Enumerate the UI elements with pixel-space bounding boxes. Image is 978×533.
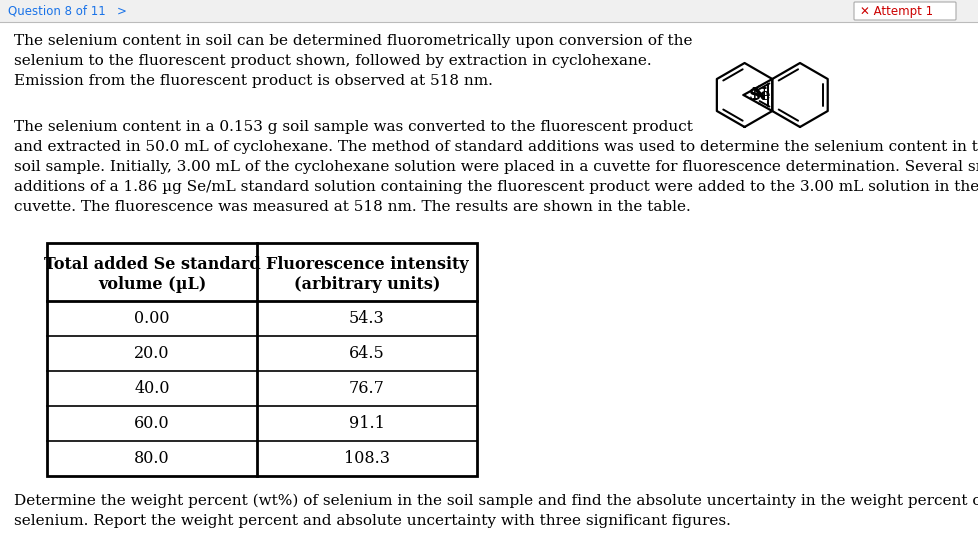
Bar xyxy=(0,0,978,22)
Text: additions of a 1.86 µg Se/mL standard solution containing the fluorescent produc: additions of a 1.86 µg Se/mL standard so… xyxy=(14,180,978,194)
Text: soil sample. Initially, 3.00 mL of the cyclohexane solution were placed in a cuv: soil sample. Initially, 3.00 mL of the c… xyxy=(14,160,978,174)
Text: 40.0: 40.0 xyxy=(134,380,169,397)
Text: 76.7: 76.7 xyxy=(349,380,384,397)
Text: Total added Se standard: Total added Se standard xyxy=(44,256,260,273)
Text: 108.3: 108.3 xyxy=(343,450,389,467)
Text: N: N xyxy=(750,87,765,104)
Text: Se: Se xyxy=(748,86,771,103)
Text: Fluorescence intensity: Fluorescence intensity xyxy=(265,256,467,273)
Text: 0.00: 0.00 xyxy=(134,310,169,327)
Text: 60.0: 60.0 xyxy=(134,415,169,432)
Text: The selenium content in soil can be determined fluorometrically upon conversion : The selenium content in soil can be dete… xyxy=(14,34,691,48)
Text: 64.5: 64.5 xyxy=(349,345,384,362)
Text: (arbitrary units): (arbitrary units) xyxy=(293,276,440,293)
Text: N: N xyxy=(750,86,765,103)
Text: 20.0: 20.0 xyxy=(134,345,169,362)
Text: selenium. Report the weight percent and absolute uncertainty with three signific: selenium. Report the weight percent and … xyxy=(14,514,731,528)
Text: 91.1: 91.1 xyxy=(349,415,384,432)
Text: Emission from the fluorescent product is observed at 518 nm.: Emission from the fluorescent product is… xyxy=(14,74,492,88)
Text: ✕ Attempt 1: ✕ Attempt 1 xyxy=(859,4,932,18)
Text: cuvette. The fluorescence was measured at 518 nm. The results are shown in the t: cuvette. The fluorescence was measured a… xyxy=(14,200,690,214)
Text: volume (µL): volume (µL) xyxy=(98,276,206,293)
Text: 80.0: 80.0 xyxy=(134,450,169,467)
Text: Question 8 of 11   >: Question 8 of 11 > xyxy=(8,4,127,18)
Text: selenium to the fluorescent product shown, followed by extraction in cyclohexane: selenium to the fluorescent product show… xyxy=(14,54,651,68)
Text: Determine the weight percent (wt%) of selenium in the soil sample and find the a: Determine the weight percent (wt%) of se… xyxy=(14,494,978,508)
Text: and extracted in 50.0 mL of cyclohexane. The method of standard additions was us: and extracted in 50.0 mL of cyclohexane.… xyxy=(14,140,978,154)
Text: The selenium content in a 0.153 g soil sample was converted to the fluorescent p: The selenium content in a 0.153 g soil s… xyxy=(14,120,692,134)
Bar xyxy=(47,243,476,476)
Text: 54.3: 54.3 xyxy=(349,310,384,327)
FancyBboxPatch shape xyxy=(853,2,956,20)
